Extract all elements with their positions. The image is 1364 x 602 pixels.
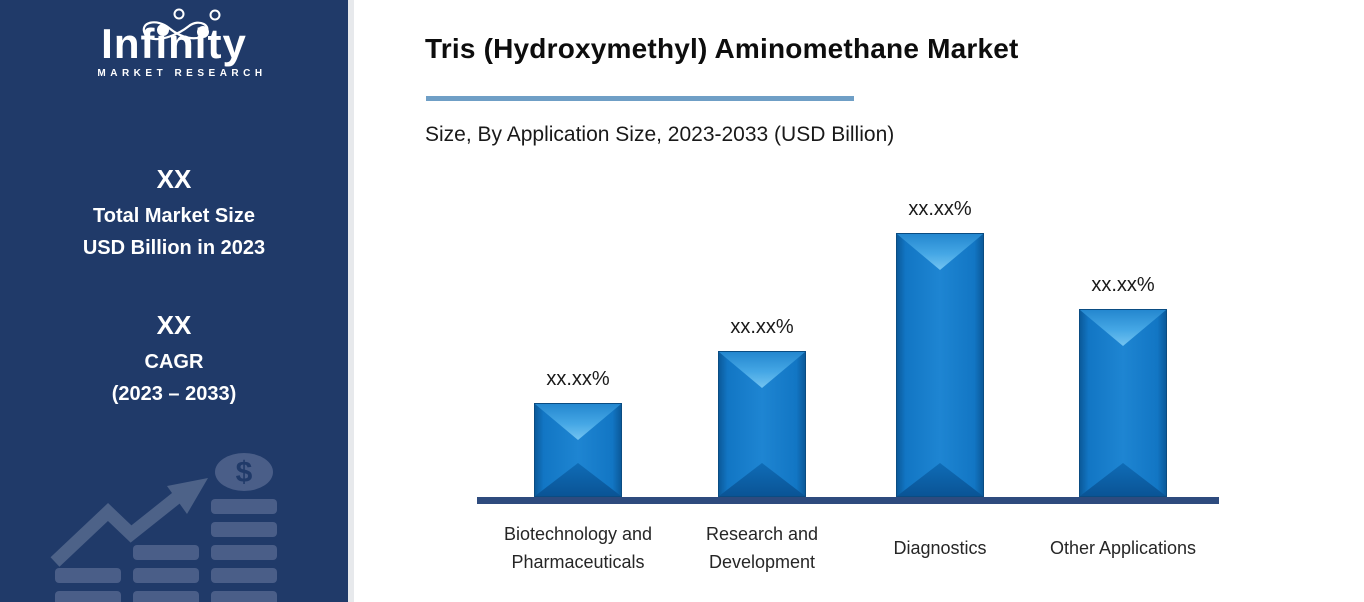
category-label: Biotechnology and Pharmaceuticals: [503, 524, 653, 572]
cagr-value: XX: [156, 310, 192, 340]
title-underline: [426, 96, 854, 101]
bar-value-label: xx.xx%: [730, 316, 794, 338]
category-label: Research and Development: [705, 524, 819, 572]
total-market-size-label: Total Market Size USD Billion in 2023: [82, 205, 266, 259]
bar-3: [896, 233, 984, 497]
x-axis-line: [477, 497, 1219, 504]
bar-value-label: xx.xx%: [546, 368, 610, 390]
bar-chart: xx.xx% Biotechnology and Pharmaceuticals x…: [477, 180, 1237, 600]
bar-2: [718, 351, 806, 497]
total-market-size-stat: XX Total Market Size USD Billion in 2023: [0, 164, 348, 264]
category-label: Other Applications: [1049, 538, 1197, 558]
infinity-swirl-icon: [143, 8, 221, 41]
growth-chart-dollar-watermark-icon: $: [50, 453, 277, 602]
category-label: Diagnostics: [893, 538, 987, 558]
sidebar: Infinity MARKET RESEARCH XX Total Market…: [0, 0, 348, 602]
cagr-stat: XX CAGR (2023 – 2033): [0, 310, 348, 410]
sidebar-divider: [348, 0, 354, 602]
page-title: Tris (Hydroxymethyl) Aminomethane Market: [425, 33, 1019, 64]
bar-4: [1079, 309, 1167, 497]
brand-logo: Infinity MARKET RESEARCH: [0, 8, 348, 81]
chart-subtitle: Size, By Application Size, 2023-2033 (US…: [425, 123, 895, 146]
brand-tagline: MARKET RESEARCH: [97, 68, 267, 79]
bar-value-label: xx.xx%: [1091, 274, 1155, 296]
dollar-sign-glyph: $: [236, 456, 253, 489]
cagr-label: CAGR (2023 – 2033): [111, 351, 237, 405]
brand-name: Infinity: [101, 20, 247, 67]
bar-1: [534, 403, 622, 497]
total-market-size-value: XX: [156, 164, 192, 194]
bar-value-label: xx.xx%: [908, 198, 972, 220]
